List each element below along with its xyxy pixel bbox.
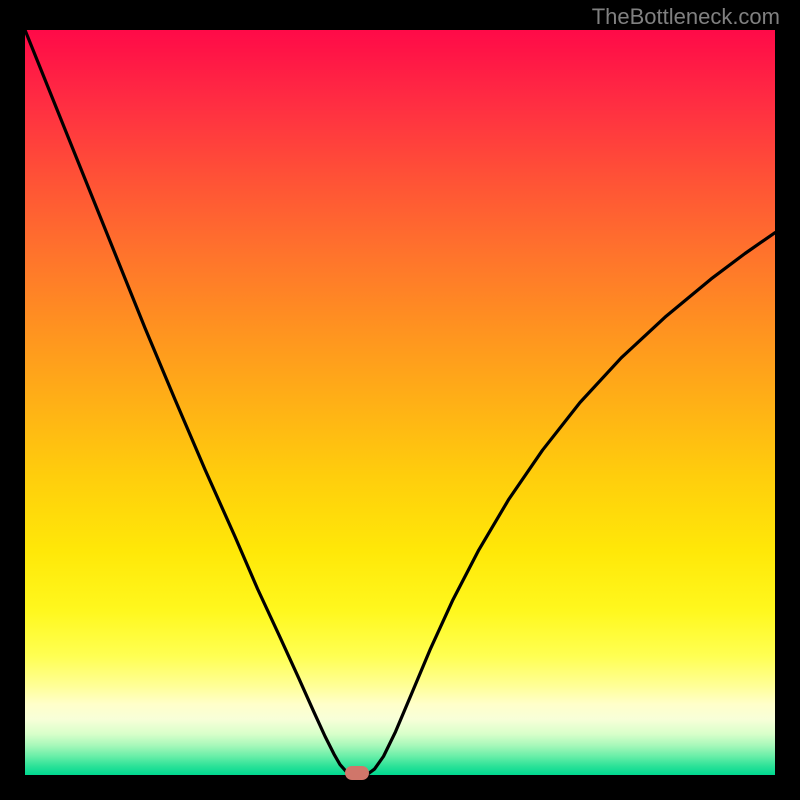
plot-area <box>25 30 775 775</box>
optimum-marker <box>345 766 369 779</box>
watermark-text: TheBottleneck.com <box>592 4 780 30</box>
bottleneck-curve <box>25 30 775 775</box>
